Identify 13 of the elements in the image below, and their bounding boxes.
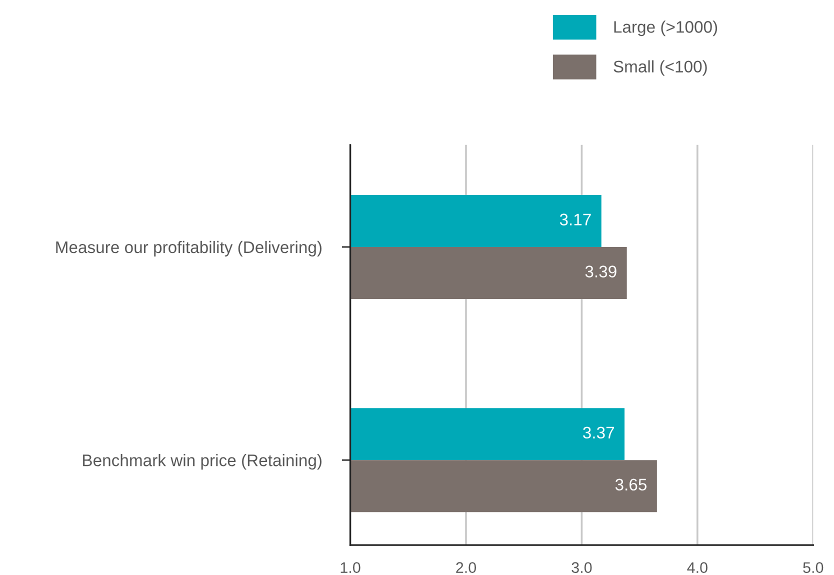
y-tick-label: Measure our profitability (Delivering) [56,240,322,256]
x-tick-label: 1.0 [340,562,360,573]
legend-label: Large (>1000) [614,20,718,36]
legend-label: Small (<100) [614,60,707,76]
data-label: 3.37 [583,426,614,439]
y-tick-label: Benchmark win price (Retaining) [83,454,322,470]
data-label: 3.39 [585,266,616,278]
x-tick-label: 2.0 [456,562,476,573]
data-label: 3.17 [560,214,591,226]
x-tick-label: 4.0 [687,562,708,573]
x-tick-label: 5.0 [803,562,824,573]
x-tick-label: 3.0 [572,562,592,573]
data-label: 3.65 [615,478,647,491]
